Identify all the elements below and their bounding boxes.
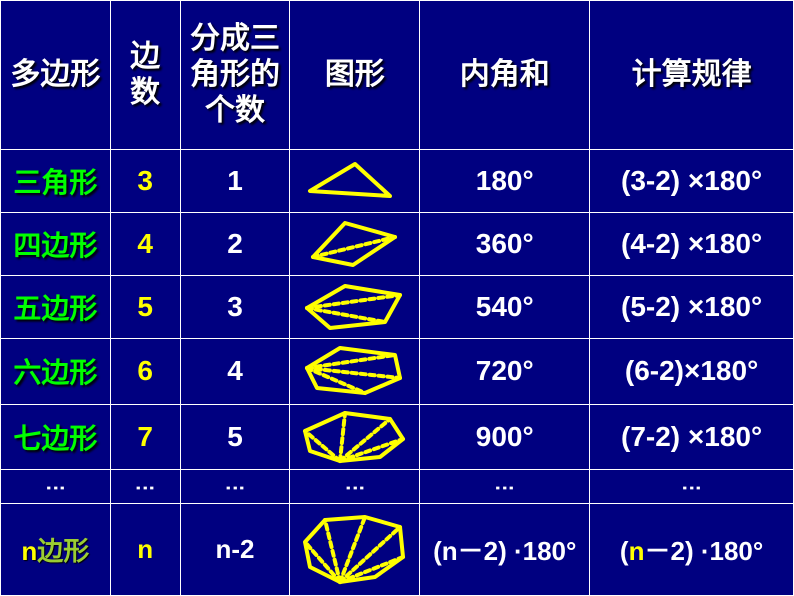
cell-sum: 900° bbox=[420, 404, 590, 469]
cell-sum: 180° bbox=[420, 150, 590, 213]
cell-name: 六边形 bbox=[1, 339, 111, 404]
cell-rule: (4-2) ×180° bbox=[590, 213, 794, 276]
ngon-icon bbox=[295, 512, 415, 588]
row-ellipsis: ⋮ ⋮ ⋮ ⋮ ⋮ ⋮ bbox=[1, 469, 794, 503]
heptagon-icon bbox=[295, 409, 415, 465]
cell-edges: 4 bbox=[110, 213, 180, 276]
cell-triangles: 1 bbox=[180, 150, 290, 213]
cell-sum: 360° bbox=[420, 213, 590, 276]
cell-edges: 5 bbox=[110, 276, 180, 339]
dots: ⋮ bbox=[1, 469, 111, 503]
cell-triangles: 3 bbox=[180, 276, 290, 339]
cell-rule: (n－2) ·180° bbox=[590, 504, 794, 596]
cell-name: 四边形 bbox=[1, 213, 111, 276]
row-quad: 四边形 4 2 360° (4-2) ×180° bbox=[1, 213, 794, 276]
cell-shape bbox=[290, 276, 420, 339]
cell-rule: (6-2)×180° bbox=[590, 339, 794, 404]
cell-name: n边形 bbox=[1, 504, 111, 596]
cell-edges: 3 bbox=[110, 150, 180, 213]
header-rule: 计算规律 bbox=[590, 1, 794, 150]
cell-shape bbox=[290, 504, 420, 596]
triangle-icon bbox=[295, 156, 415, 206]
cell-edges: 7 bbox=[110, 404, 180, 469]
cell-rule: (7-2) ×180° bbox=[590, 404, 794, 469]
cell-shape bbox=[290, 404, 420, 469]
cell-name: 七边形 bbox=[1, 404, 111, 469]
cell-sum: 720° bbox=[420, 339, 590, 404]
cell-edges: 6 bbox=[110, 339, 180, 404]
cell-triangles: 2 bbox=[180, 213, 290, 276]
row-hexagon: 六边形 6 4 720° (6-2)×180° bbox=[1, 339, 794, 404]
polygon-table: 多边形 边 数 分成三 角形的 个数 图形 内角和 计算规律 三角形 3 1 1… bbox=[0, 0, 794, 596]
dots: ⋮ bbox=[420, 469, 590, 503]
cell-sum: (n－2) ·180° bbox=[420, 504, 590, 596]
header-polygon: 多边形 bbox=[1, 1, 111, 150]
row-heptagon: 七边形 7 5 900° (7-2) ×180° bbox=[1, 404, 794, 469]
header-edges: 边 数 bbox=[110, 1, 180, 150]
dots: ⋮ bbox=[590, 469, 794, 503]
cell-shape bbox=[290, 213, 420, 276]
header-triangles: 分成三 角形的 个数 bbox=[180, 1, 290, 150]
header-sum: 内角和 bbox=[420, 1, 590, 150]
header-row: 多边形 边 数 分成三 角形的 个数 图形 内角和 计算规律 bbox=[1, 1, 794, 150]
cell-triangles: n-2 bbox=[180, 504, 290, 596]
pentagon-icon bbox=[295, 280, 415, 334]
row-ngon: n边形 n n-2 (n－2) ·180° (n－2) ·180° bbox=[1, 504, 794, 596]
cell-edges: n bbox=[110, 504, 180, 596]
cell-rule: (5-2) ×180° bbox=[590, 276, 794, 339]
dots: ⋮ bbox=[110, 469, 180, 503]
cell-sum: 540° bbox=[420, 276, 590, 339]
cell-triangles: 5 bbox=[180, 404, 290, 469]
dots: ⋮ bbox=[290, 469, 420, 503]
dots: ⋮ bbox=[180, 469, 290, 503]
cell-triangles: 4 bbox=[180, 339, 290, 404]
header-shape: 图形 bbox=[290, 1, 420, 150]
cell-name: 三角形 bbox=[1, 150, 111, 213]
cell-rule: (3-2) ×180° bbox=[590, 150, 794, 213]
cell-shape bbox=[290, 339, 420, 404]
hexagon-icon bbox=[295, 343, 415, 399]
cell-name: 五边形 bbox=[1, 276, 111, 339]
row-pentagon: 五边形 5 3 540° (5-2) ×180° bbox=[1, 276, 794, 339]
row-triangle: 三角形 3 1 180° (3-2) ×180° bbox=[1, 150, 794, 213]
cell-shape bbox=[290, 150, 420, 213]
quad-icon bbox=[295, 217, 415, 271]
